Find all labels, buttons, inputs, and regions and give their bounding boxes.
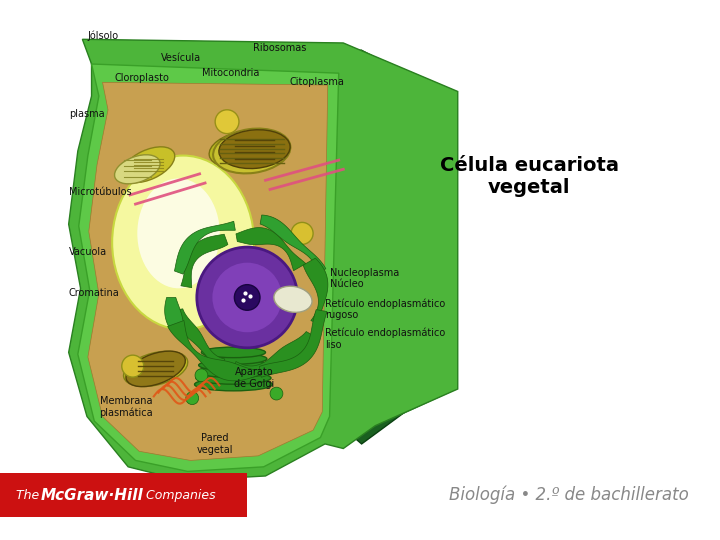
Ellipse shape xyxy=(126,351,185,387)
Text: The: The xyxy=(17,489,44,502)
Polygon shape xyxy=(233,346,311,380)
Text: Biología • 2.º de bachillerato: Biología • 2.º de bachillerato xyxy=(449,486,688,504)
Text: Vesícula: Vesícula xyxy=(161,52,202,63)
Ellipse shape xyxy=(199,360,269,371)
Circle shape xyxy=(197,247,297,348)
Text: Cloroplasto: Cloroplasto xyxy=(114,73,169,83)
Ellipse shape xyxy=(114,155,160,184)
Text: Núcleo: Núcleo xyxy=(330,279,363,289)
Ellipse shape xyxy=(196,372,271,384)
Text: Ribosomas: Ribosomas xyxy=(253,43,306,53)
Text: Companies: Companies xyxy=(142,489,215,502)
Text: Célula eucariota
vegetal: Célula eucariota vegetal xyxy=(440,156,618,197)
Ellipse shape xyxy=(138,178,220,288)
Ellipse shape xyxy=(200,353,267,365)
Text: Mitocondria: Mitocondria xyxy=(202,68,259,78)
Circle shape xyxy=(291,222,313,245)
Ellipse shape xyxy=(197,366,269,377)
Polygon shape xyxy=(174,221,235,274)
Text: Pared
vegetal: Pared vegetal xyxy=(197,433,233,455)
Text: Nucleoplasma: Nucleoplasma xyxy=(330,268,399,278)
Polygon shape xyxy=(0,473,247,517)
Text: Citoplasma: Citoplasma xyxy=(289,77,344,87)
Polygon shape xyxy=(181,234,228,288)
Polygon shape xyxy=(68,39,458,481)
Ellipse shape xyxy=(202,347,266,357)
Polygon shape xyxy=(168,320,261,381)
Circle shape xyxy=(195,369,208,382)
Ellipse shape xyxy=(194,378,272,391)
Text: Cromatina: Cromatina xyxy=(68,288,120,298)
Polygon shape xyxy=(236,228,306,271)
Circle shape xyxy=(186,392,199,404)
Ellipse shape xyxy=(274,286,312,312)
Polygon shape xyxy=(330,50,449,444)
Text: Jólsolo: Jólsolo xyxy=(87,30,118,41)
Polygon shape xyxy=(259,309,327,377)
Text: Retículo endoplasmático
liso: Retículo endoplasmático liso xyxy=(325,328,445,350)
Ellipse shape xyxy=(219,130,290,168)
Circle shape xyxy=(122,355,144,377)
Text: Vacuola: Vacuola xyxy=(68,247,107,256)
Text: McGraw·Hill: McGraw·Hill xyxy=(40,488,143,503)
Ellipse shape xyxy=(122,147,175,183)
Circle shape xyxy=(235,285,260,310)
Text: plasma: plasma xyxy=(68,110,104,119)
Polygon shape xyxy=(303,258,328,323)
Polygon shape xyxy=(260,215,326,272)
Text: Retículo endoplasmático
rugoso: Retículo endoplasmático rugoso xyxy=(325,298,445,320)
Circle shape xyxy=(215,110,239,133)
Ellipse shape xyxy=(213,129,290,173)
Text: Microtúbulos: Microtúbulos xyxy=(68,187,131,197)
Circle shape xyxy=(212,262,282,332)
Circle shape xyxy=(270,387,283,400)
Polygon shape xyxy=(233,332,313,375)
Polygon shape xyxy=(91,41,361,73)
Ellipse shape xyxy=(209,130,282,168)
Text: Aparato
de Golgi: Aparato de Golgi xyxy=(235,367,274,389)
Polygon shape xyxy=(172,309,225,369)
Ellipse shape xyxy=(124,351,188,387)
Ellipse shape xyxy=(112,156,254,329)
Polygon shape xyxy=(165,298,212,367)
Polygon shape xyxy=(78,64,338,471)
Polygon shape xyxy=(82,39,458,91)
Text: Membrana
plasmática: Membrana plasmática xyxy=(99,396,153,419)
Polygon shape xyxy=(330,73,458,440)
Polygon shape xyxy=(88,82,328,461)
